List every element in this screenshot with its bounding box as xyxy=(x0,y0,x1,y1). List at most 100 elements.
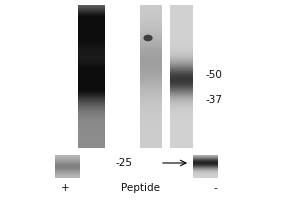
Bar xyxy=(193,177,218,178)
Bar xyxy=(78,29,105,30)
Bar xyxy=(55,173,80,174)
Bar xyxy=(78,11,105,12)
Bar xyxy=(78,49,105,50)
Bar xyxy=(78,46,105,47)
Bar xyxy=(78,120,105,121)
Bar xyxy=(170,73,193,74)
Bar xyxy=(140,101,162,102)
Bar xyxy=(193,157,218,158)
Bar xyxy=(78,71,105,72)
Bar xyxy=(78,101,105,102)
Bar xyxy=(78,34,105,35)
Bar xyxy=(170,81,193,82)
Bar xyxy=(170,106,193,107)
Bar xyxy=(140,94,162,95)
Bar xyxy=(55,168,80,169)
Bar xyxy=(170,40,193,41)
Bar xyxy=(140,131,162,132)
Bar xyxy=(140,86,162,87)
Bar xyxy=(193,163,218,164)
Bar xyxy=(78,87,105,88)
Bar xyxy=(78,22,105,23)
Bar xyxy=(140,51,162,52)
Bar xyxy=(140,93,162,94)
Bar xyxy=(140,145,162,146)
Bar xyxy=(170,78,193,79)
Bar xyxy=(170,85,193,86)
Text: -: - xyxy=(213,183,217,193)
Bar xyxy=(78,23,105,24)
Bar xyxy=(170,17,193,18)
Bar xyxy=(193,173,218,174)
Bar xyxy=(140,17,162,18)
Bar xyxy=(140,62,162,63)
Bar xyxy=(140,48,162,49)
Bar xyxy=(170,32,193,33)
Bar xyxy=(55,170,80,171)
Bar xyxy=(78,90,105,91)
Bar xyxy=(78,77,105,78)
Bar xyxy=(140,108,162,109)
Bar xyxy=(140,83,162,84)
Bar xyxy=(78,112,105,113)
Bar xyxy=(55,173,80,174)
Bar xyxy=(170,108,193,109)
Bar xyxy=(170,77,193,78)
Bar xyxy=(140,46,162,47)
Bar xyxy=(55,173,80,174)
Bar xyxy=(140,13,162,14)
Bar xyxy=(170,29,193,30)
Bar xyxy=(78,117,105,118)
Bar xyxy=(170,28,193,29)
Bar xyxy=(78,136,105,137)
Bar xyxy=(193,168,218,169)
Bar xyxy=(170,36,193,37)
Bar xyxy=(140,42,162,43)
Bar xyxy=(170,58,193,59)
Bar xyxy=(170,45,193,46)
Bar xyxy=(55,174,80,175)
Bar xyxy=(193,165,218,166)
Bar xyxy=(193,171,218,172)
Bar xyxy=(140,36,162,37)
Bar xyxy=(78,83,105,84)
Bar xyxy=(140,47,162,48)
Bar xyxy=(140,45,162,46)
Bar xyxy=(193,159,218,160)
Bar xyxy=(140,76,162,77)
Bar xyxy=(78,13,105,14)
Bar xyxy=(170,55,193,56)
Bar xyxy=(78,55,105,56)
Bar xyxy=(78,56,105,57)
Bar xyxy=(140,80,162,81)
Bar xyxy=(55,167,80,168)
Bar xyxy=(170,83,193,84)
Bar xyxy=(140,128,162,129)
Bar xyxy=(193,175,218,176)
Bar xyxy=(170,110,193,111)
Bar xyxy=(78,136,105,137)
Bar xyxy=(193,161,218,162)
Bar xyxy=(140,14,162,15)
Bar xyxy=(170,97,193,98)
Bar xyxy=(78,61,105,62)
Bar xyxy=(170,78,193,79)
Bar xyxy=(140,12,162,13)
Bar xyxy=(170,134,193,135)
Bar xyxy=(78,18,105,19)
Bar xyxy=(140,33,162,34)
Bar xyxy=(78,79,105,80)
Bar xyxy=(170,103,193,104)
Bar xyxy=(193,160,218,161)
Bar xyxy=(140,104,162,105)
Bar xyxy=(78,125,105,126)
Bar xyxy=(140,103,162,104)
Bar xyxy=(140,6,162,7)
Bar xyxy=(140,5,162,148)
Bar xyxy=(170,104,193,105)
Bar xyxy=(170,49,193,50)
Bar xyxy=(170,56,193,57)
Bar xyxy=(140,127,162,128)
Bar xyxy=(170,81,193,82)
Bar xyxy=(140,72,162,73)
